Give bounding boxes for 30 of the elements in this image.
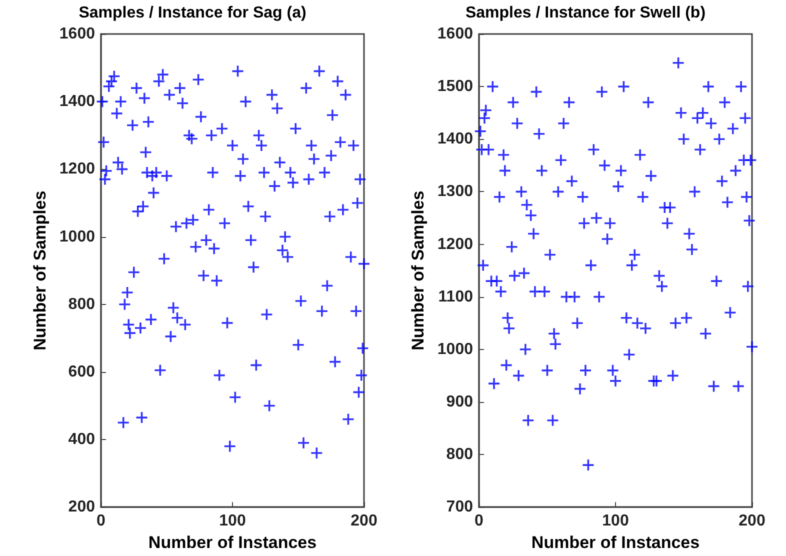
chart-title: Samples / Instance for Swell (b) [465,4,706,22]
y-tick-label: 1600 [59,26,96,42]
y-tick-label: 1400 [437,130,474,148]
y-tick-label: 400 [68,431,96,448]
x-axis-title: Number of Instances [148,533,317,552]
y-tick-label: 1000 [59,228,96,246]
y-tick-label: 1400 [59,93,96,110]
y-tick-label: 800 [446,446,474,464]
y-axis-title: Number of Samples [30,190,50,350]
chart-title: Samples / Instance for Sag (a) [78,4,306,22]
x-tick-label: 0 [96,512,106,530]
y-tick-label: 1200 [437,236,474,253]
y-tick-label: 900 [446,393,474,410]
x-tick-label: 100 [602,512,629,530]
y-tick-label: 1300 [437,183,474,200]
y-tick-label: 1000 [437,340,474,358]
y-tick-label: 1100 [438,288,474,306]
x-tick-label: 200 [738,512,766,530]
y-tick-label: 700 [446,498,474,516]
x-axis-title: Number of Instances [531,533,700,552]
y-tick-label: 1200 [59,160,96,178]
x-tick-label: 0 [474,512,484,530]
y-tick-label: 800 [68,296,96,313]
y-tick-label: 1600 [437,26,474,42]
y-axis-title: Number of Samples [408,190,428,350]
y-tick-label: 600 [68,363,96,380]
y-tick-label: 200 [68,498,96,516]
x-tick-label: 200 [350,512,378,530]
x-tick-label: 100 [219,512,246,530]
y-tick-label: 1500 [437,78,474,96]
